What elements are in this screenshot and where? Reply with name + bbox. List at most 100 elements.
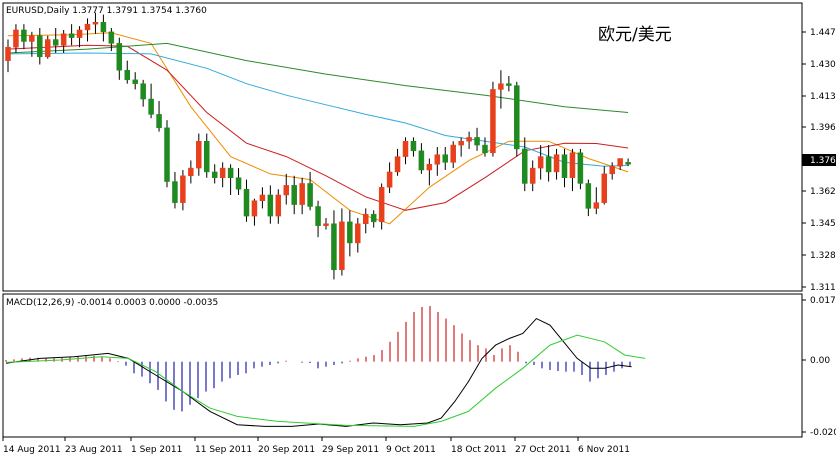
candle-body xyxy=(45,39,51,58)
candle-body xyxy=(529,167,536,184)
candle-body xyxy=(164,127,170,182)
candle-body xyxy=(601,173,607,203)
candle-body xyxy=(172,181,178,203)
candle-body xyxy=(537,156,544,169)
macd-label: MACD(12,26,9) -0.0014 0.0003 0.0000 -0.0… xyxy=(6,298,218,308)
candle-body xyxy=(466,137,472,142)
candle-body xyxy=(561,154,568,178)
candle-body xyxy=(148,98,154,115)
candle-body xyxy=(434,154,441,165)
candle-body xyxy=(545,156,552,173)
candle-body xyxy=(402,140,409,157)
price-tick-label: 1.4300 xyxy=(810,60,836,70)
candle-body xyxy=(188,167,194,177)
macd-lines-layer xyxy=(5,317,646,427)
candle-body xyxy=(577,152,584,184)
price-tick-label: 1.3280 xyxy=(810,251,836,261)
candle-body xyxy=(585,183,592,209)
macd-line xyxy=(5,317,632,427)
candle-body xyxy=(275,194,282,217)
candle-body xyxy=(307,183,313,207)
price-tick-label: 1.4470 xyxy=(810,28,836,38)
candle-body xyxy=(132,79,138,84)
macd-histogram-layer xyxy=(5,305,631,412)
candle-body xyxy=(100,22,107,33)
candle-body xyxy=(21,29,27,42)
moving-average-line xyxy=(7,44,629,211)
moving-average-line xyxy=(7,32,629,225)
candle-body xyxy=(474,137,480,146)
candle-body xyxy=(211,171,218,178)
candle-body xyxy=(442,154,448,163)
x-tick-label: 1 Sep 2011 xyxy=(131,445,182,455)
candle-body xyxy=(60,33,67,46)
candle-body xyxy=(283,185,289,196)
candle-body xyxy=(609,165,615,175)
candle-body xyxy=(418,150,425,171)
candle-body xyxy=(506,83,512,86)
macd-panel[interactable] xyxy=(2,293,803,438)
candle-body xyxy=(331,223,337,271)
candle-body xyxy=(235,177,242,190)
price-tick-label: 1.3620 xyxy=(810,187,836,197)
candle-body xyxy=(227,167,234,178)
candle-body xyxy=(13,29,19,48)
price-tick-label: 1.4130 xyxy=(810,92,836,102)
candle-body xyxy=(52,39,59,46)
x-tick-label: 23 Aug 2011 xyxy=(65,445,123,455)
moving-average-line xyxy=(7,42,629,113)
candle-body xyxy=(363,213,369,225)
price-tick-label: 1.3450 xyxy=(810,219,836,229)
candle-body xyxy=(569,152,576,178)
x-tick-label: 6 Nov 2011 xyxy=(578,445,630,455)
candle-body xyxy=(617,158,623,167)
candle-body xyxy=(553,154,560,173)
price-tick-label: 1.3960 xyxy=(810,123,836,133)
candle-body xyxy=(625,162,631,165)
candle-body xyxy=(140,83,146,100)
candle-body xyxy=(490,89,496,154)
candle-body xyxy=(124,69,130,81)
candle-body xyxy=(386,171,393,188)
candle-body xyxy=(5,46,11,61)
candle-body xyxy=(458,140,464,146)
x-tick-label: 11 Sep 2011 xyxy=(195,445,252,455)
candle-body xyxy=(37,35,43,58)
candle-body xyxy=(291,185,297,205)
macd-tick-label: 0.0176 xyxy=(810,296,836,306)
candle-body xyxy=(84,23,91,31)
current-price-marker: 1.3760 xyxy=(802,154,836,166)
candle-body xyxy=(29,35,35,42)
macd-tick-label: -0.0202 xyxy=(810,428,836,438)
candle-body xyxy=(156,114,162,129)
candle-body xyxy=(299,183,305,205)
candle-body xyxy=(180,175,186,203)
current-price-label: 1.3760 xyxy=(810,156,836,166)
pair-name-title: 欧元/美元 xyxy=(598,25,672,45)
price-tick-label: 1.3110 xyxy=(810,283,836,293)
candle-body xyxy=(267,194,274,217)
candle-body xyxy=(243,188,250,217)
macd-tick-label: 0.00 xyxy=(810,356,830,366)
candle-body xyxy=(251,200,258,217)
candle-body xyxy=(259,194,266,201)
candle-body xyxy=(450,144,456,163)
x-tick-label: 14 Aug 2011 xyxy=(3,445,61,455)
candle-body xyxy=(108,31,115,44)
candle-body xyxy=(378,187,385,223)
x-tick-label: 9 Oct 2011 xyxy=(386,445,436,455)
candle-body xyxy=(593,202,600,209)
candle-body xyxy=(394,156,401,173)
price-axis: 1.4470 1.4300 1.4130 1.3960 1.3620 1.345… xyxy=(802,28,836,293)
moving-average-layer xyxy=(7,32,629,225)
candle-body xyxy=(68,33,75,38)
candle-body xyxy=(339,221,345,271)
candle-body xyxy=(116,43,123,71)
candle-body xyxy=(355,223,361,244)
candle-body xyxy=(410,140,417,152)
candlestick-layer xyxy=(5,12,631,280)
price-panel[interactable] xyxy=(2,2,803,292)
candle-body xyxy=(315,206,321,226)
